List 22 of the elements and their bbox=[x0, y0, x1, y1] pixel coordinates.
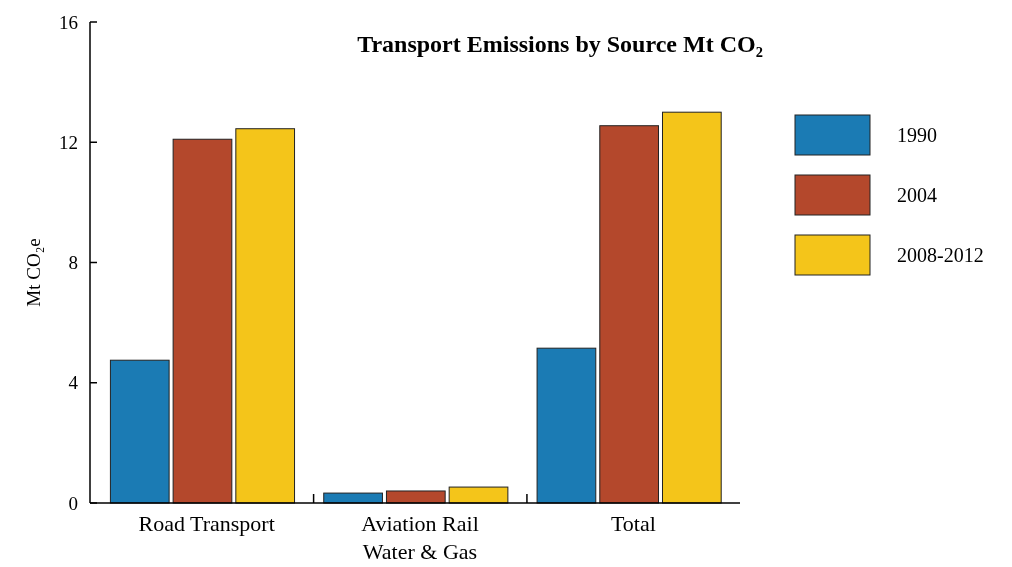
legend-label: 2008-2012 bbox=[897, 244, 984, 266]
bar bbox=[172, 138, 233, 504]
legend-label: 2004 bbox=[897, 184, 937, 206]
y-tick-label: 0 bbox=[68, 492, 78, 514]
bar bbox=[536, 347, 597, 504]
chart-title: Transport Emissions by Source Mt CO₂ bbox=[357, 31, 763, 57]
bar bbox=[448, 486, 509, 504]
bar bbox=[323, 492, 383, 504]
y-tick-label: 8 bbox=[68, 252, 78, 274]
y-tick-label: 12 bbox=[59, 131, 78, 153]
bar bbox=[599, 125, 659, 504]
bar bbox=[235, 128, 296, 504]
x-tick-label: Total bbox=[610, 511, 656, 536]
y-tick-label: 4 bbox=[68, 372, 79, 394]
bar bbox=[662, 111, 722, 504]
x-tick-label: Aviation Rail Water & Gas bbox=[361, 511, 479, 564]
bar bbox=[385, 490, 446, 504]
bar bbox=[109, 359, 170, 504]
y-tick-label: 16 bbox=[59, 11, 78, 33]
x-tick-label: Road Transport bbox=[138, 511, 275, 536]
y-axis-title: Mt CO₂e bbox=[23, 238, 44, 307]
legend-label: 1990 bbox=[897, 124, 937, 146]
